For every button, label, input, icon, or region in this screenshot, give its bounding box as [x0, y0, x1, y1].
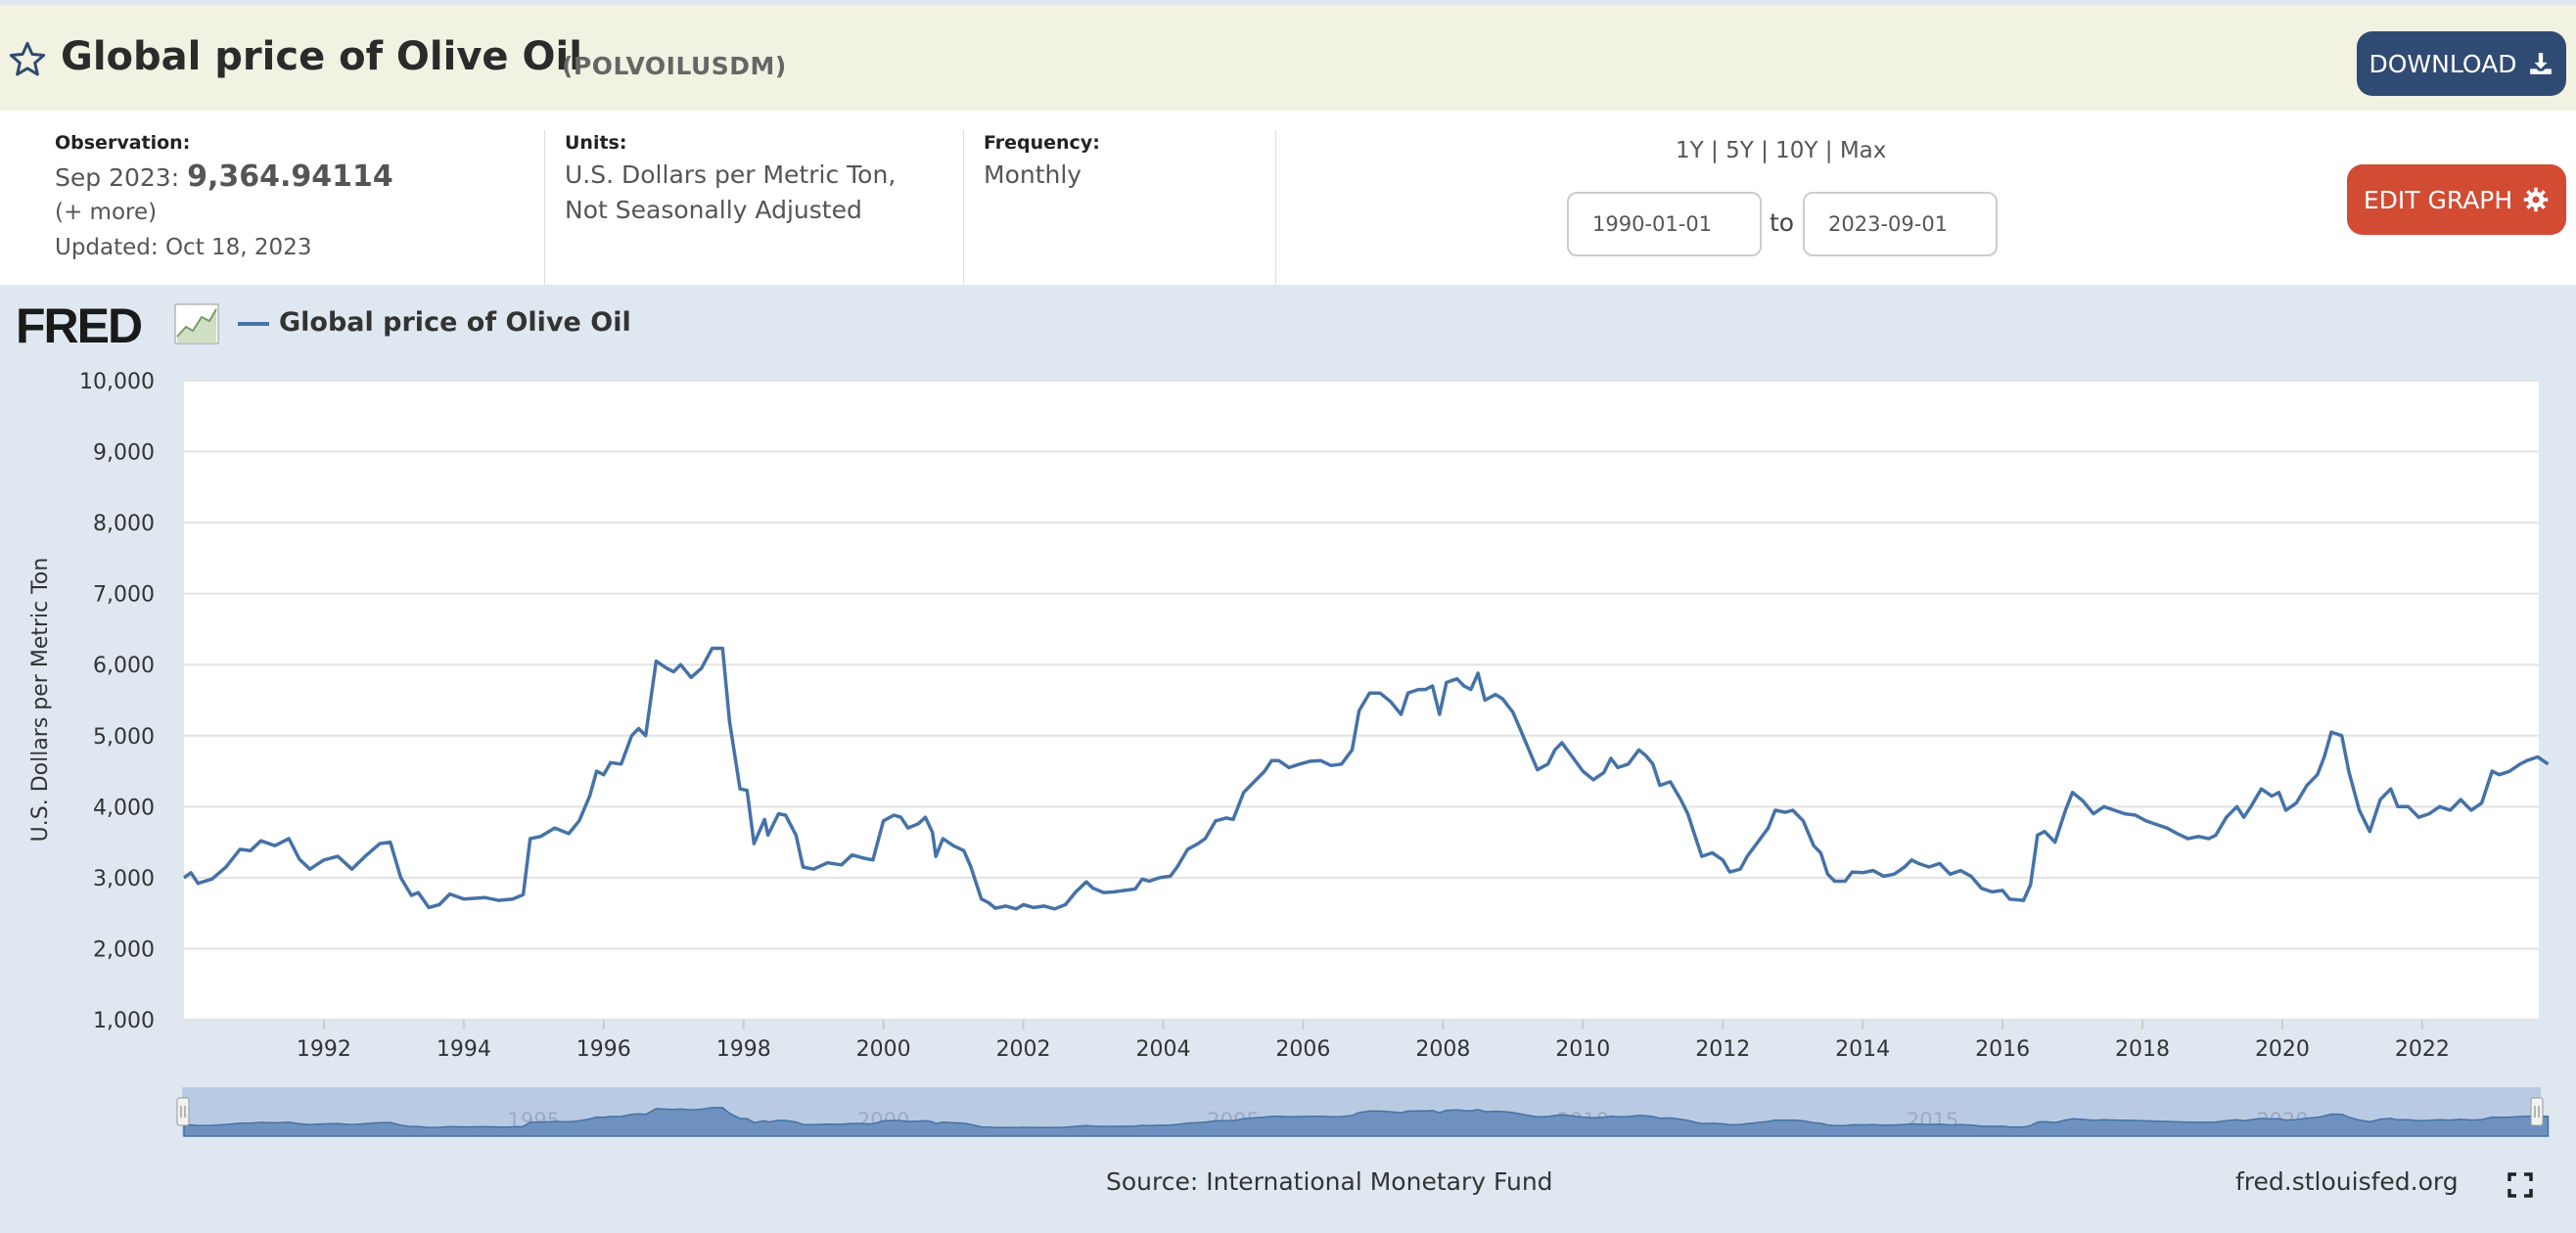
navigator-handle-left[interactable]: [176, 1097, 190, 1126]
y-tick-label: 2,000: [93, 937, 155, 962]
x-tick-label: 2010: [1555, 1037, 1610, 1062]
range-10y[interactable]: 10Y: [1775, 138, 1818, 163]
range-max[interactable]: Max: [1839, 138, 1887, 163]
x-tick-label: 1992: [297, 1037, 351, 1062]
divider: [1275, 130, 1276, 285]
y-tick-label: 4,000: [93, 796, 155, 820]
y-tick-label: 8,000: [93, 512, 155, 536]
units-line-2: Not Seasonally Adjusted: [565, 196, 862, 224]
download-button[interactable]: DOWNLOAD: [2357, 31, 2566, 96]
observation-value: 9,364.94114: [187, 160, 393, 194]
line-chart: 1,000 2,000 3,000 4,000 5,000 6,000 7,000 8,000…: [28, 370, 2550, 1137]
series-id: (POLVOILUSDM): [562, 52, 787, 80]
y-tick-label: 1,000: [93, 1009, 155, 1033]
x-tick-label: 2008: [1415, 1037, 1470, 1062]
fred-chart-icon: [174, 303, 219, 344]
x-tick-label: 2000: [856, 1037, 911, 1062]
y-tick-label: 3,000: [93, 867, 155, 891]
units-line-1: U.S. Dollars per Metric Ton,: [565, 160, 897, 189]
edit-graph-label: EDIT GRAPH: [2363, 185, 2513, 214]
fred-url[interactable]: fred.stlouisfed.org: [2235, 1167, 2459, 1196]
x-tick-label: 2006: [1275, 1037, 1330, 1062]
navigator-series: [183, 1107, 2550, 1137]
x-tick-label: 2012: [1695, 1037, 1750, 1062]
x-tick-label: 1994: [437, 1037, 491, 1062]
x-tick-label: 2002: [996, 1037, 1051, 1062]
x-tick-label: 2018: [2115, 1037, 2170, 1062]
more-link[interactable]: (+ more): [55, 200, 158, 225]
y-tick-label: 7,000: [93, 583, 155, 608]
series-meta: Observation: Sep 2023: 9,364.94114 (+ mo…: [0, 111, 2576, 285]
x-tick-label: 2014: [1835, 1037, 1890, 1062]
units-label: Units:: [565, 132, 627, 154]
edit-graph-button[interactable]: EDIT GRAPH: [2347, 164, 2566, 235]
fullscreen-icon[interactable]: [2507, 1172, 2533, 1198]
range-5y[interactable]: 5Y: [1725, 138, 1754, 163]
x-tick-label: 2022: [2395, 1037, 2450, 1062]
fred-logo[interactable]: FRED: [16, 298, 143, 353]
frequency-value: Monthly: [984, 160, 1082, 189]
page-title: Global price of Olive Oil: [61, 34, 582, 79]
download-icon: [2530, 53, 2553, 74]
observation-value-line: Sep 2023: 9,364.94114: [55, 160, 393, 196]
plot-area: [184, 381, 2539, 1020]
updated-date: Updated: Oct 18, 2023: [55, 235, 312, 260]
legend-swatch: [238, 322, 269, 326]
range-selector: 1Y | 5Y | 10Y | Max: [1676, 138, 1887, 163]
to-label: to: [1770, 208, 1795, 237]
legend-label: Global price of Olive Oil: [279, 307, 631, 338]
download-label: DOWNLOAD: [2369, 49, 2517, 78]
end-date-input[interactable]: 2023-09-01: [1803, 192, 1998, 256]
range-1y[interactable]: 1Y: [1676, 138, 1704, 163]
y-axis-label: U.S. Dollars per Metric Ton: [28, 558, 53, 843]
observation-label: Observation:: [55, 132, 191, 154]
frequency-label: Frequency:: [984, 132, 1100, 154]
y-tick-label: 9,000: [93, 441, 155, 466]
x-tick-label: 2004: [1136, 1037, 1191, 1062]
x-tick-label: 2016: [1975, 1037, 2030, 1062]
gear-icon: [2523, 187, 2549, 212]
y-tick-label: 6,000: [93, 654, 155, 678]
start-date-input[interactable]: 1990-01-01: [1567, 192, 1762, 256]
x-tick-label: 2020: [2255, 1037, 2310, 1062]
x-tick-label: 1998: [716, 1037, 771, 1062]
y-tick-label: 5,000: [93, 725, 155, 750]
source-note: Source: International Monetary Fund: [1106, 1167, 1553, 1196]
star-icon[interactable]: [8, 40, 47, 79]
observation-period: Sep 2023:: [55, 163, 180, 192]
navigator-handle-right[interactable]: [2530, 1097, 2544, 1126]
title-bar: Global price of Olive Oil (POLVOILUSDM) …: [0, 5, 2576, 111]
divider: [963, 130, 964, 285]
x-tick-label: 1996: [576, 1037, 631, 1062]
series-line: [182, 646, 2550, 911]
divider: [544, 130, 545, 285]
y-tick-label: 10,000: [79, 370, 155, 394]
